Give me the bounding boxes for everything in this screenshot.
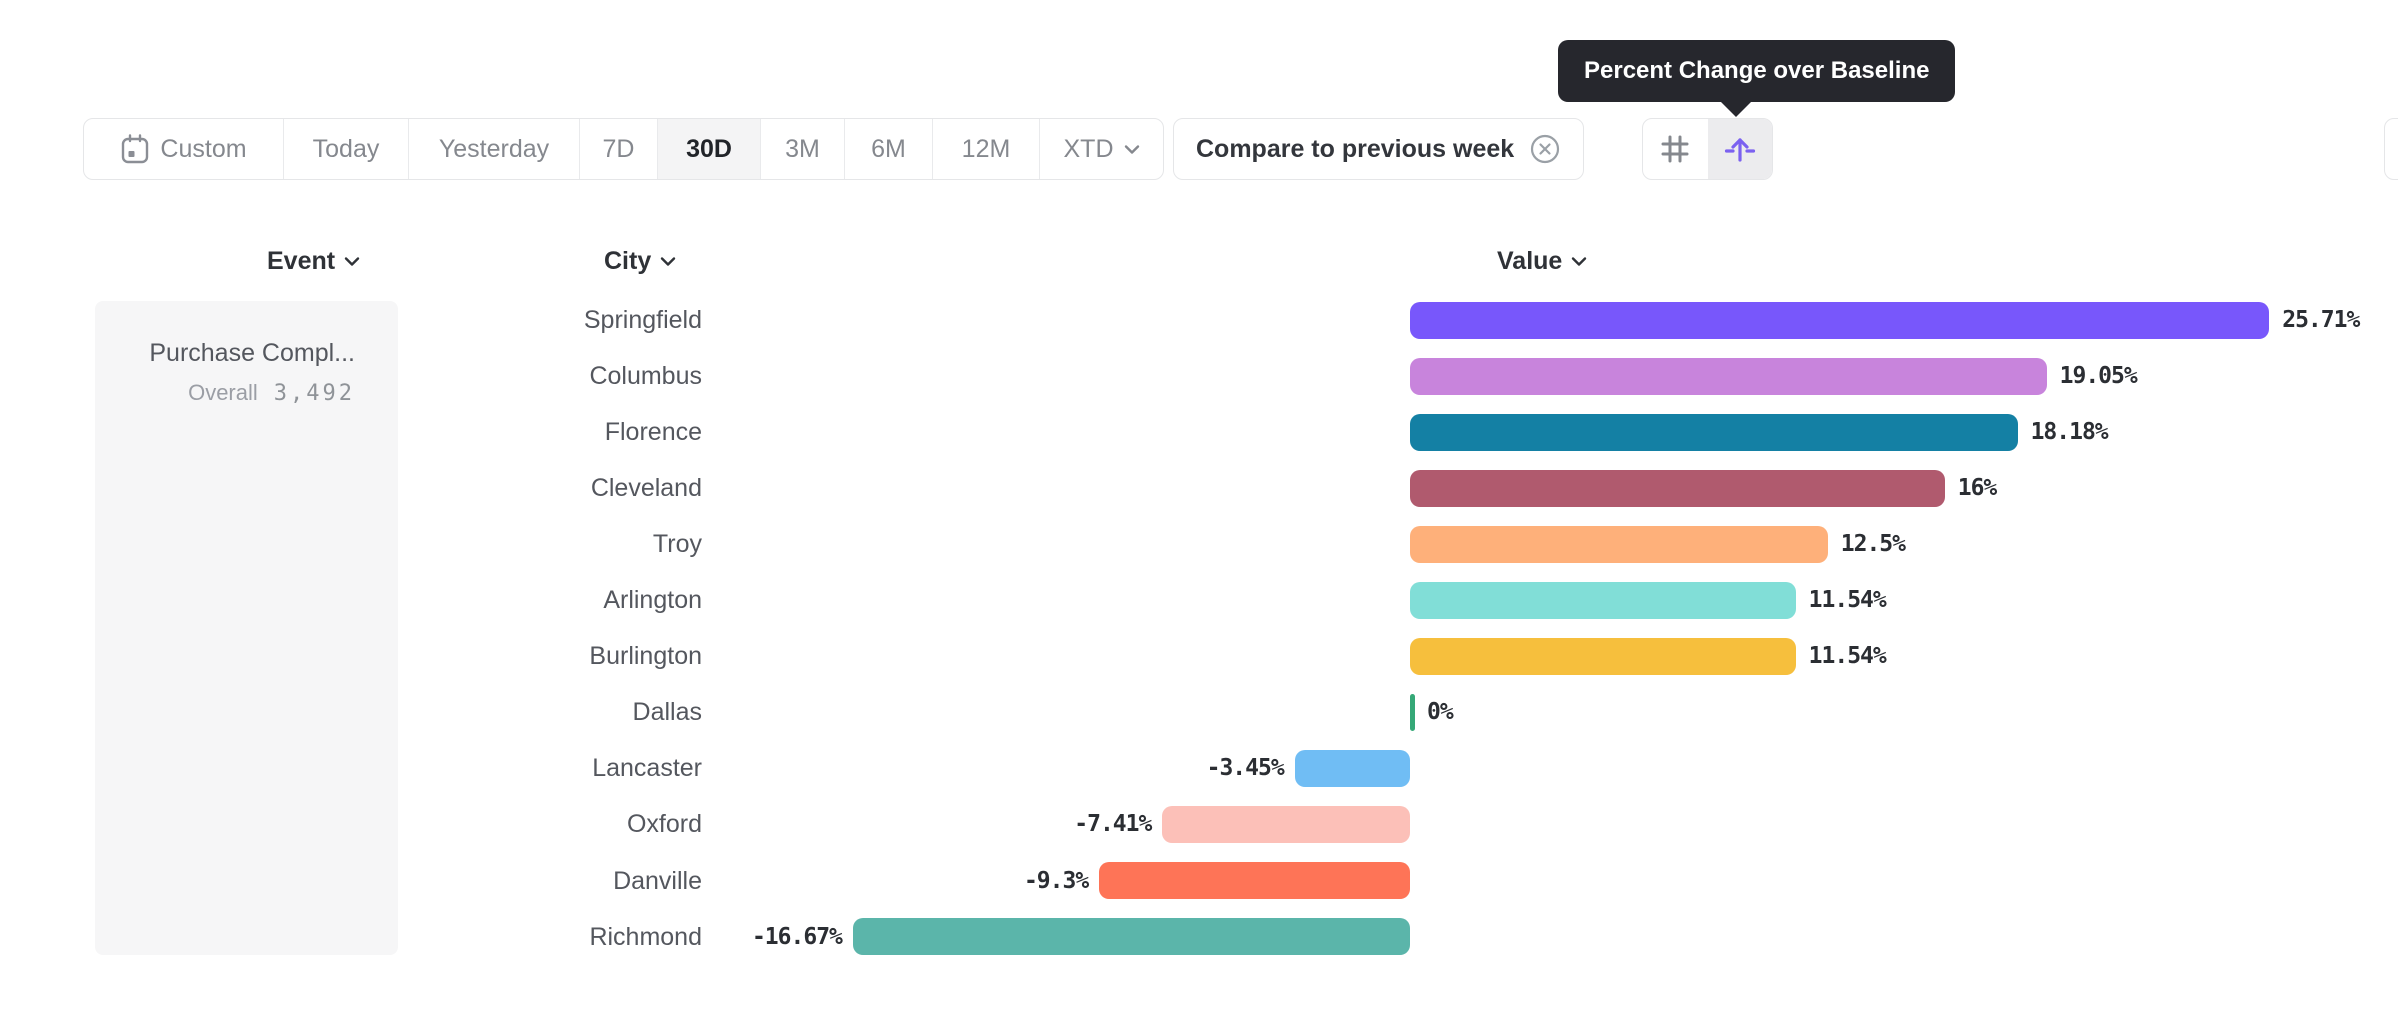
chevron-down-icon bbox=[1124, 144, 1139, 154]
range-label: 6M bbox=[871, 134, 906, 163]
compare-chip-label: Compare to previous week bbox=[1196, 134, 1515, 163]
bar[interactable] bbox=[1410, 301, 2270, 339]
city-label: Lancaster bbox=[592, 754, 702, 783]
city-label: Richmond bbox=[589, 922, 702, 951]
range-label: 7D bbox=[602, 134, 635, 163]
bar-value-label: -9.3% bbox=[1023, 867, 1089, 894]
range-label: Today bbox=[312, 134, 380, 163]
chart-row: Columbus 19.05% bbox=[0, 348, 2398, 404]
city-label: Springfield bbox=[583, 306, 702, 334]
range-label: XTD bbox=[1063, 134, 1114, 163]
bar-value-label: 16% bbox=[1957, 475, 1998, 502]
chevron-down-icon bbox=[344, 257, 360, 266]
chart-row: Danville -9.3% bbox=[0, 853, 2398, 909]
column-header-city[interactable]: City bbox=[604, 247, 676, 276]
bar-chart: Springfield 25.71% Columbus 19.05% Flore… bbox=[0, 292, 2398, 992]
range-yesterday-button[interactable]: Yesterday bbox=[409, 119, 580, 179]
city-label: Oxford bbox=[626, 810, 702, 839]
bar[interactable] bbox=[1410, 469, 1945, 507]
chevron-down-icon bbox=[1572, 257, 1587, 266]
chart-row: Springfield 25.71% bbox=[0, 292, 2398, 348]
range-3m-button[interactable]: 3M bbox=[761, 119, 845, 179]
column-header-label: Event bbox=[267, 247, 336, 275]
range-label: 30D bbox=[686, 134, 732, 163]
range-6m-button[interactable]: 6M bbox=[845, 119, 933, 179]
city-label: Arlington bbox=[603, 586, 702, 615]
overall-label: Overall bbox=[188, 380, 258, 405]
range-label: Custom bbox=[160, 134, 247, 163]
calendar-icon bbox=[122, 134, 149, 164]
bar-value-label: -3.45% bbox=[1206, 755, 1285, 782]
bar[interactable] bbox=[1410, 637, 1796, 675]
city-label: Florence bbox=[604, 418, 702, 447]
chart-row: Burlington 11.54% bbox=[0, 628, 2398, 684]
range-xtd-dropdown[interactable]: XTD bbox=[1040, 119, 1163, 179]
chart-row: Richmond -16.67% bbox=[0, 909, 2398, 965]
bar[interactable] bbox=[852, 918, 1410, 956]
column-header-value[interactable]: Value bbox=[1497, 247, 1587, 276]
bar-value-label: 11.54% bbox=[1808, 643, 1887, 670]
bar-value-label: -16.67% bbox=[751, 923, 843, 950]
bar[interactable] bbox=[1410, 413, 2018, 451]
chevron-down-icon bbox=[661, 257, 676, 266]
bar-value-label: 11.54% bbox=[1808, 587, 1887, 614]
city-label: Burlington bbox=[589, 642, 702, 671]
bar-value-label: 18.18% bbox=[2030, 419, 2109, 446]
bar[interactable] bbox=[1294, 749, 1410, 787]
overall-value: 3,492 bbox=[273, 381, 355, 406]
event-name: Purchase Compl... bbox=[149, 339, 355, 367]
cut-off-button[interactable] bbox=[2384, 118, 2398, 180]
range-today-button[interactable]: Today bbox=[284, 119, 409, 179]
bar-value-label: 0% bbox=[1427, 699, 1454, 726]
bar-value-label: 19.05% bbox=[2059, 363, 2138, 390]
tooltip-text: Percent Change over Baseline bbox=[1584, 57, 1930, 84]
event-card[interactable]: Purchase Compl... Overall 3,492 bbox=[95, 301, 398, 955]
absolute-values-toggle-button[interactable] bbox=[1643, 119, 1708, 179]
bar[interactable] bbox=[1410, 693, 1415, 731]
range-label: 3M bbox=[785, 134, 820, 163]
chart-row: Arlington 11.54% bbox=[0, 572, 2398, 628]
chart-row: Florence 18.18% bbox=[0, 404, 2398, 460]
range-custom-button[interactable]: Custom bbox=[84, 119, 284, 179]
range-label: 12M bbox=[961, 134, 1011, 163]
city-label: Cleveland bbox=[590, 474, 702, 503]
bar[interactable] bbox=[1410, 581, 1796, 619]
bar-value-label: 12.5% bbox=[1840, 531, 1906, 558]
bar[interactable] bbox=[1410, 357, 2047, 395]
bar-value-label: 25.71% bbox=[2282, 307, 2360, 333]
percent-change-toggle-button[interactable] bbox=[1707, 119, 1772, 179]
compare-to-previous-week-chip[interactable]: Compare to previous week bbox=[1173, 118, 1585, 180]
city-label: Columbus bbox=[589, 362, 702, 391]
column-header-event[interactable]: Event bbox=[267, 247, 360, 276]
chart-row: Troy 12.5% bbox=[0, 516, 2398, 572]
number-grid-icon bbox=[1661, 135, 1689, 163]
chart-row: Oxford -7.41% bbox=[0, 796, 2398, 852]
column-header-label: Value bbox=[1497, 247, 1563, 275]
city-label: Dallas bbox=[632, 698, 702, 727]
city-label: Danville bbox=[613, 866, 702, 895]
tooltip-percent-change-over-baseline: Percent Change over Baseline bbox=[1558, 40, 1956, 117]
range-label: Yesterday bbox=[438, 134, 550, 163]
range-7d-button[interactable]: 7D bbox=[580, 119, 658, 179]
column-header-label: City bbox=[604, 247, 652, 275]
chart-row: Cleveland 16% bbox=[0, 460, 2398, 516]
bar[interactable] bbox=[1410, 525, 1828, 563]
chart-row: Lancaster -3.45% bbox=[0, 740, 2398, 796]
city-label: Troy bbox=[652, 530, 702, 559]
range-12m-button[interactable]: 12M bbox=[933, 119, 1040, 179]
date-range-toolbar: Custom Today Yesterday 7D 30D 3M 6M 12M … bbox=[83, 118, 1164, 180]
percent-change-baseline-icon bbox=[1724, 138, 1755, 162]
chart-row: Dallas 0% bbox=[0, 684, 2398, 740]
range-30d-button[interactable]: 30D bbox=[658, 119, 761, 179]
event-overall-row: Overall 3,492 bbox=[95, 380, 355, 406]
value-display-toggle bbox=[1642, 118, 1773, 180]
bar[interactable] bbox=[1099, 862, 1410, 899]
circle-x-icon[interactable] bbox=[1529, 133, 1561, 165]
bar[interactable] bbox=[1162, 805, 1410, 843]
bar-value-label: -7.41% bbox=[1074, 811, 1152, 838]
